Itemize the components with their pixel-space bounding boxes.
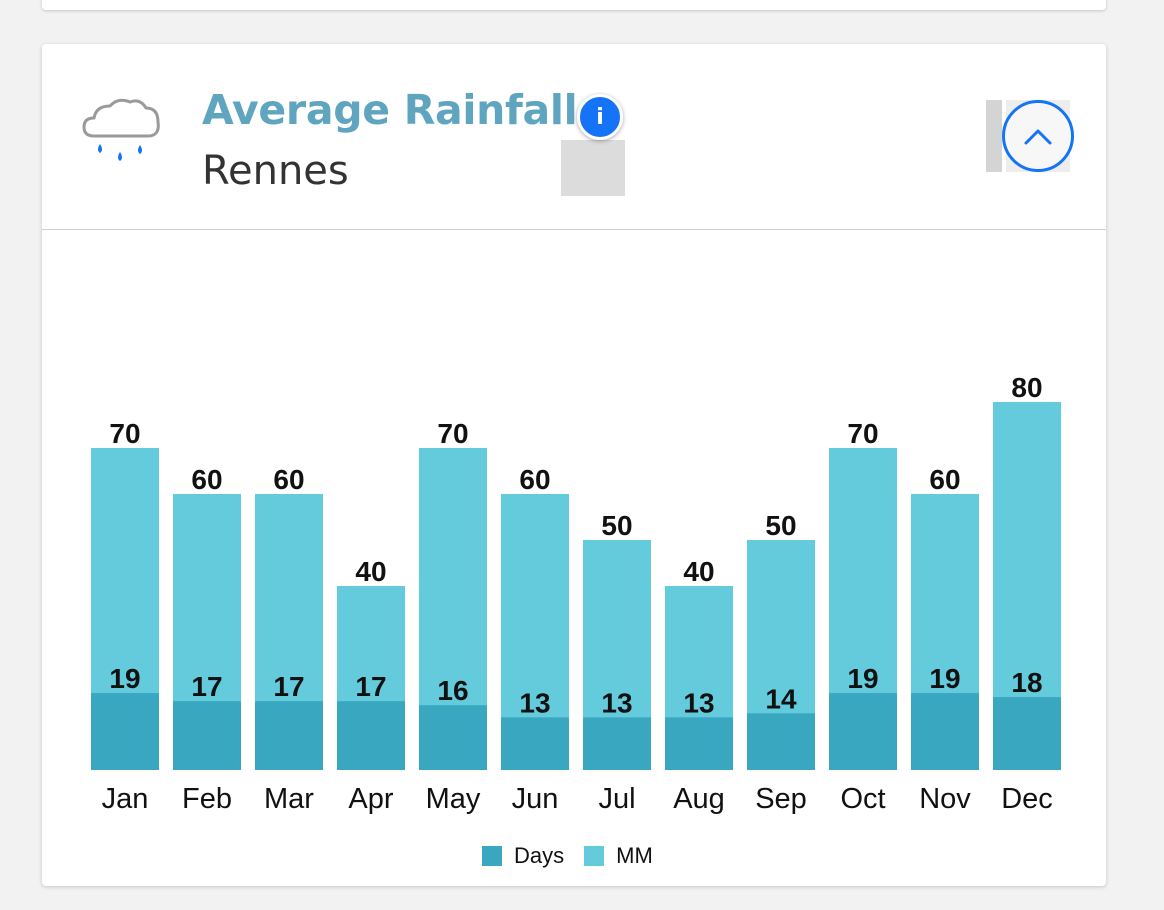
label-days-apr: 17 xyxy=(355,671,386,702)
x-tick-jun: Jun xyxy=(512,783,559,815)
label-days-jun: 13 xyxy=(519,687,550,718)
label-mm-aug: 40 xyxy=(683,556,714,587)
x-tick-aug: Aug xyxy=(673,783,725,815)
label-days-nov: 19 xyxy=(929,663,960,694)
placeholder-bar xyxy=(986,100,1002,172)
label-days-jan: 19 xyxy=(109,663,140,694)
card-title: Average Rainfall xyxy=(202,86,578,134)
legend-item-days: Days xyxy=(482,843,564,869)
bar-days-apr xyxy=(337,701,405,770)
label-days-oct: 19 xyxy=(847,663,878,694)
label-days-aug: 13 xyxy=(683,687,714,718)
label-days-dec: 18 xyxy=(1011,667,1042,698)
x-tick-sep: Sep xyxy=(755,783,807,815)
location-name: Rennes xyxy=(202,148,349,194)
label-mm-feb: 60 xyxy=(191,464,222,495)
label-days-may: 16 xyxy=(437,675,468,706)
placeholder-box xyxy=(561,140,625,196)
bar-days-jan xyxy=(91,693,159,770)
x-tick-apr: Apr xyxy=(348,783,393,815)
rainfall-chart: 70 19 Jan 60 17 Feb 60 17 Mar 40 17 Apr 70 16 May 60 13 J… xyxy=(91,372,1061,815)
label-mm-apr: 40 xyxy=(355,556,386,587)
x-tick-may: May xyxy=(426,783,481,815)
bar-days-sep xyxy=(747,713,815,770)
label-mm-may: 70 xyxy=(437,418,468,449)
label-mm-sep: 50 xyxy=(765,510,796,541)
label-mm-mar: 60 xyxy=(273,464,304,495)
label-mm-jan: 70 xyxy=(109,418,140,449)
x-tick-jul: Jul xyxy=(598,783,635,815)
label-days-feb: 17 xyxy=(191,671,222,702)
x-tick-oct: Oct xyxy=(840,783,885,815)
rainfall-card: Average Rainfall Rennes i 70 19 Jan 60 17 Feb… xyxy=(42,44,1106,886)
info-icon[interactable]: i xyxy=(577,94,623,140)
label-days-mar: 17 xyxy=(273,671,304,702)
rain-cloud-icon xyxy=(80,92,164,176)
previous-card xyxy=(42,0,1106,10)
legend-swatch-days xyxy=(482,846,502,866)
bar-days-jul xyxy=(583,717,651,770)
x-tick-mar: Mar xyxy=(264,783,314,815)
label-mm-nov: 60 xyxy=(929,464,960,495)
bar-days-mar xyxy=(255,701,323,770)
card-header: Average Rainfall Rennes i xyxy=(42,44,1106,230)
x-tick-dec: Dec xyxy=(1001,783,1053,815)
bar-days-aug xyxy=(665,717,733,770)
chevron-up-icon xyxy=(1024,129,1052,145)
label-mm-jun: 60 xyxy=(519,464,550,495)
x-tick-jan: Jan xyxy=(102,783,149,815)
label-days-sep: 14 xyxy=(765,683,797,714)
legend-swatch-mm xyxy=(584,846,605,866)
bar-days-dec xyxy=(993,697,1061,770)
bar-days-oct xyxy=(829,693,897,770)
label-days-jul: 13 xyxy=(601,687,632,718)
legend-label-days: Days xyxy=(514,843,565,868)
bar-days-nov xyxy=(911,693,979,770)
bar-days-feb xyxy=(173,701,241,770)
info-glyph: i xyxy=(596,104,604,130)
legend-item-mm: MM xyxy=(584,843,653,869)
label-mm-oct: 70 xyxy=(847,418,878,449)
chart-legend: Days MM xyxy=(482,842,673,870)
bar-days-may xyxy=(419,705,487,770)
collapse-button[interactable] xyxy=(1002,100,1074,172)
x-tick-feb: Feb xyxy=(182,783,232,815)
legend-label-mm: MM xyxy=(616,843,653,868)
label-mm-dec: 80 xyxy=(1011,372,1042,403)
bar-days-jun xyxy=(501,717,569,770)
x-tick-nov: Nov xyxy=(919,783,971,815)
label-mm-jul: 50 xyxy=(601,510,632,541)
